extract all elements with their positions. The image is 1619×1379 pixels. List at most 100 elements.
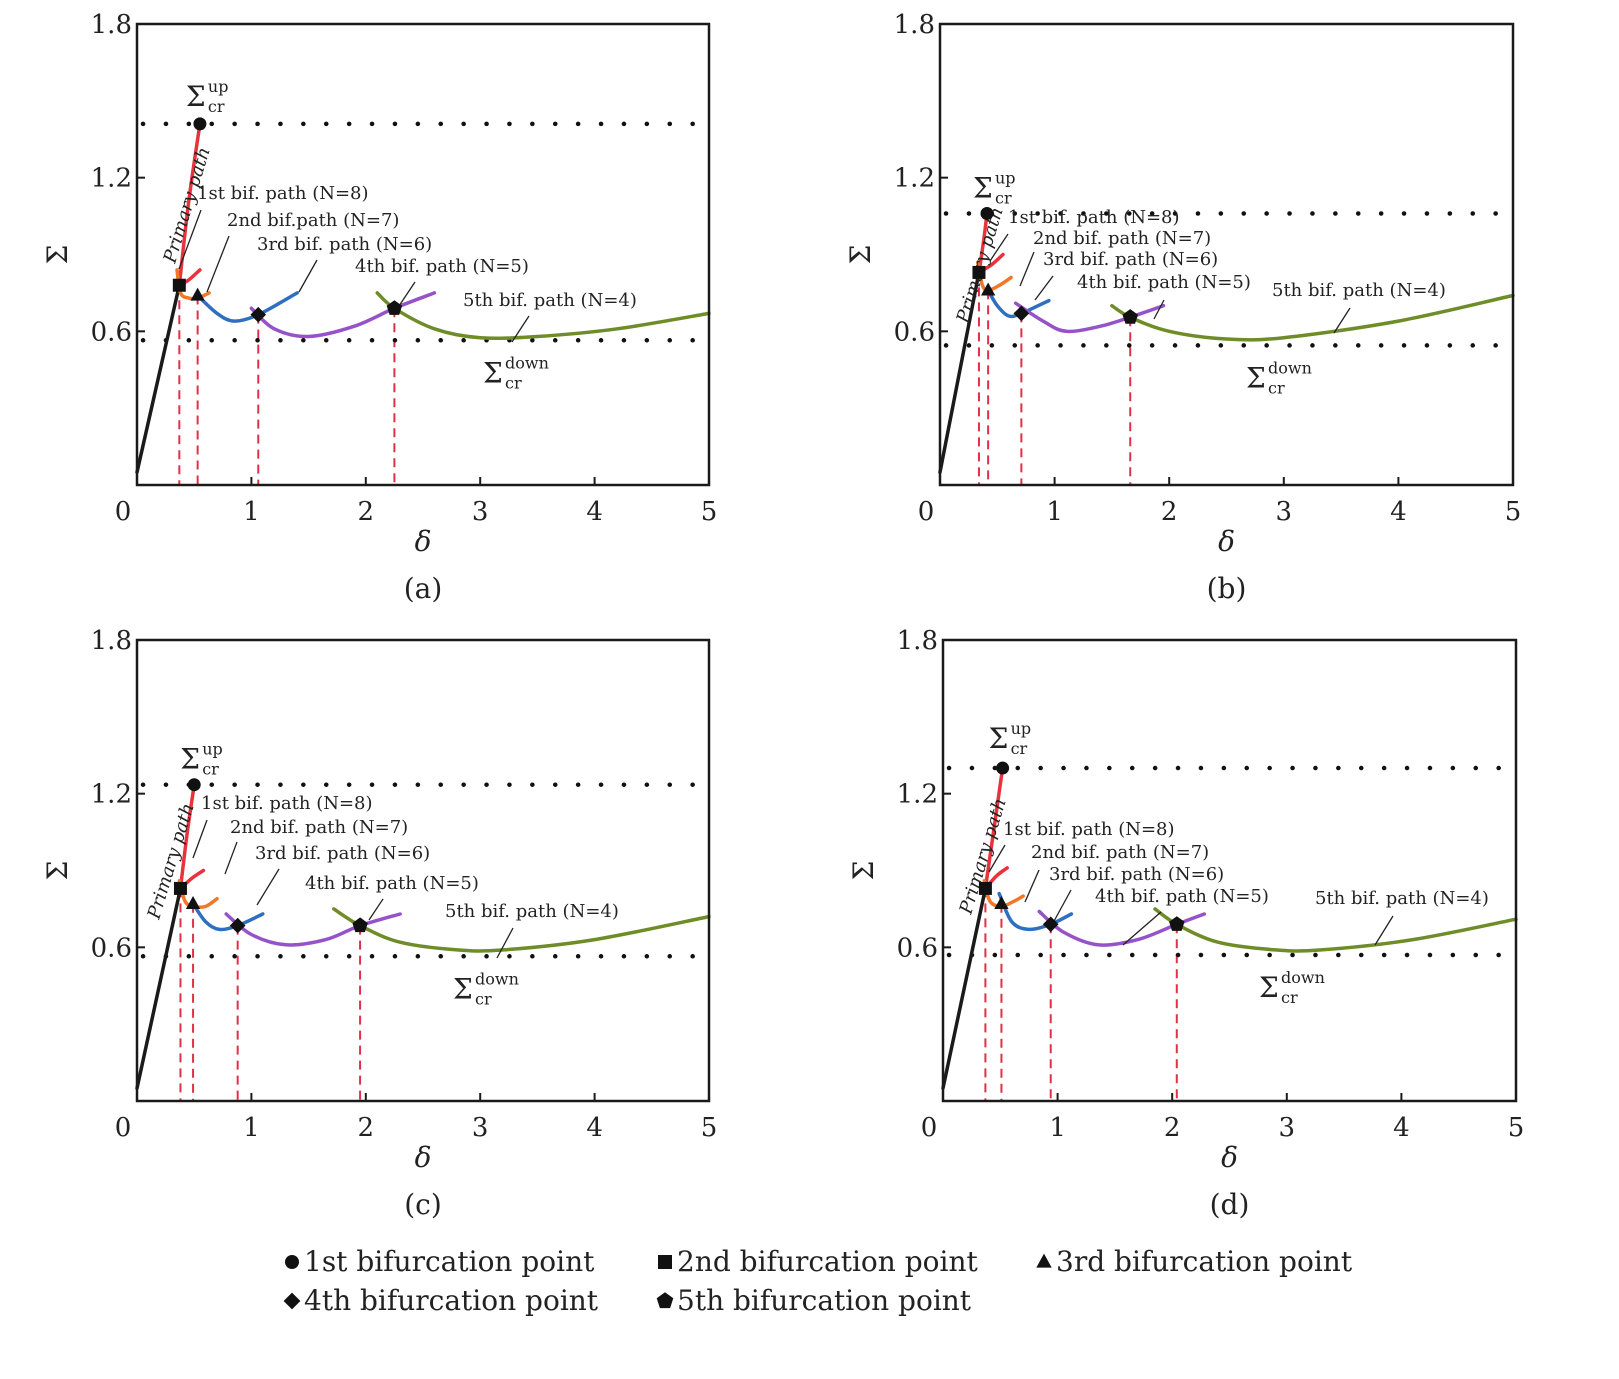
bifurcation-point-1-circle [980, 207, 994, 221]
x-tick-label: 4 [1393, 1113, 1410, 1143]
sigma-superscript: up [208, 77, 229, 96]
series-line-4 [195, 291, 299, 323]
bifurcation-point-5-pentagon [352, 917, 368, 933]
sigma-subscript: cr [1281, 988, 1298, 1007]
y-axis-label: Σ [41, 245, 74, 265]
y-tick-label: 1.2 [897, 780, 938, 810]
plot-frame [938, 22, 1515, 487]
path-annotation: 4th bif. path (N=5) [355, 256, 529, 277]
series-line-4 [191, 902, 265, 932]
path-annotation: 2nd bif.path (N=7) [227, 210, 399, 231]
annotation-leader [1333, 307, 1351, 334]
x-tick-label: 3 [1279, 1113, 1296, 1143]
sigma-superscript: up [1011, 719, 1032, 738]
plot-frame [941, 638, 1518, 1103]
legend-label: 4th bifurcation point [304, 1284, 599, 1317]
bifurcation-point-4-diamond [1042, 916, 1059, 933]
x-tick-label: 2 [1164, 1113, 1181, 1143]
path-annotation: 1st bif. path (N=8) [1003, 819, 1175, 840]
plot-frame [135, 22, 711, 487]
annotation-leader [256, 868, 280, 906]
series-line-1 [177, 122, 202, 287]
legend-item: 1st bifurcation point [285, 1245, 595, 1278]
x-tick-label: 4 [586, 1113, 603, 1143]
sigma-symbol: Σ [1259, 971, 1279, 1004]
annotation-leader [1024, 869, 1040, 903]
annotation-leader [1122, 911, 1162, 946]
bifurcation-point-5-pentagon [386, 300, 403, 315]
bifurcation-point-2-square [978, 881, 992, 895]
x-tick-label: 4 [1390, 497, 1407, 527]
annotation-leader [298, 259, 318, 293]
bifurcation-point-3-triangle [994, 895, 1009, 909]
annotation-leader [1153, 299, 1165, 320]
annotation-leader [1052, 889, 1072, 924]
annotation-leader [368, 898, 384, 921]
path-annotation: 1st bif. path (N=8) [1008, 207, 1180, 228]
bifurcation-point-4-diamond [229, 917, 246, 934]
legend-label: 5th bifurcation point [677, 1284, 972, 1317]
path-annotation: 5th bif. path (N=4) [445, 901, 619, 922]
sigma-symbol: Σ [483, 356, 503, 389]
x-tick-label: 2 [358, 1113, 375, 1143]
legend-item: 5th bifurcation point [656, 1284, 972, 1317]
x-tick-label: 1 [1049, 1113, 1066, 1143]
x-tick-label: 5 [1508, 1113, 1525, 1143]
y-tick-label: 1.8 [91, 10, 132, 40]
series-line-0 [938, 270, 981, 474]
annotation-leader [989, 233, 1009, 262]
pentagon-icon [656, 1292, 674, 1309]
path-annotation: 1st bif. path (N=8) [197, 183, 369, 204]
annotation-leader [192, 819, 208, 859]
path-annotation: 4th bif. path (N=5) [1077, 272, 1251, 293]
y-tick-label: 0.6 [894, 317, 935, 347]
x-tick-label: 0 [918, 497, 935, 527]
circle-icon [285, 1255, 299, 1269]
path-annotation: 1st bif. path (N=8) [201, 793, 373, 814]
panel-caption: (a) [404, 572, 443, 605]
series-line-6 [1110, 293, 1515, 342]
triangle-icon [1036, 1253, 1052, 1268]
bifurcation-point-3-triangle [190, 287, 205, 301]
x-axis-label: δ [415, 1141, 432, 1174]
sigma-superscript: up [995, 169, 1016, 188]
legend-label: 3rd bifurcation point [1056, 1245, 1353, 1278]
sigma-symbol: Σ [1246, 361, 1266, 394]
legend-item: 2nd bifurcation point [658, 1245, 978, 1278]
x-axis-label: δ [1218, 525, 1235, 558]
annotation-leader [178, 209, 202, 270]
x-tick-label: 0 [115, 497, 132, 527]
bifurcation-point-4-diamond [1013, 305, 1030, 322]
x-tick-label: 3 [472, 1113, 489, 1143]
y-tick-label: 1.8 [91, 626, 132, 656]
bifurcation-point-1-circle [996, 761, 1010, 775]
x-tick-label: 2 [358, 497, 375, 527]
y-axis-label: Σ [844, 245, 877, 265]
legend-label: 1st bifurcation point [304, 1245, 595, 1278]
legend-label: 2nd bifurcation point [677, 1245, 978, 1278]
bifurcation-point-1-circle [187, 778, 201, 792]
series-line-6 [1153, 907, 1518, 953]
annotation-leader [1374, 915, 1394, 946]
path-annotation: 5th bif. path (N=4) [1315, 888, 1489, 909]
x-tick-label: 0 [921, 1113, 938, 1143]
x-tick-label: 3 [472, 497, 489, 527]
series-line-0 [941, 886, 988, 1090]
sigma-symbol: Σ [180, 743, 200, 776]
path-annotation: 4th bif. path (N=5) [305, 873, 479, 894]
x-axis-label: δ [1221, 1141, 1238, 1174]
sigma-subscript: cr [475, 989, 492, 1008]
path-annotation: 3rd bif. path (N=6) [1043, 249, 1218, 270]
sigma-superscript: down [1281, 968, 1325, 987]
path-annotation: 5th bif. path (N=4) [463, 290, 637, 311]
annotation-leader [511, 315, 530, 343]
bifurcation-point-2-square [172, 278, 186, 292]
